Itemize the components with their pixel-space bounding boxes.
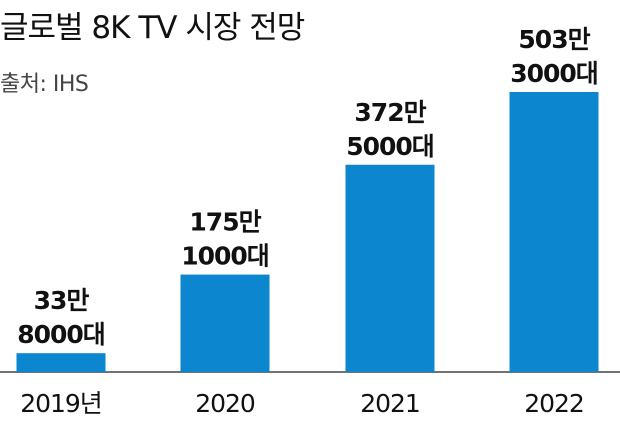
x-tick-label-1: 2020 <box>195 389 255 418</box>
bar-2 <box>345 164 435 372</box>
chart-title: 글로벌 8K TV 시장 전망 <box>0 10 305 46</box>
x-tick-label-3: 2022 <box>524 389 584 418</box>
data-label-1-1: 1000대 <box>181 242 269 271</box>
data-label-2-0: 372만 <box>354 98 426 127</box>
bar-3 <box>509 92 599 372</box>
data-label-3-0: 503만 <box>518 25 590 54</box>
bar-1 <box>180 274 270 372</box>
data-label-0-0: 33만 <box>34 286 90 315</box>
data-label-3-1: 3000대 <box>510 59 598 88</box>
data-label-0-1: 8000대 <box>17 320 105 349</box>
data-label-1-0: 175만 <box>189 208 261 237</box>
x-tick-label-2: 2021 <box>360 389 420 418</box>
chart-source: 출처: IHS <box>0 72 89 97</box>
bar-0 <box>16 353 106 372</box>
data-label-2-1: 5000대 <box>346 132 434 161</box>
x-tick-label-0: 2019년 <box>20 389 102 418</box>
